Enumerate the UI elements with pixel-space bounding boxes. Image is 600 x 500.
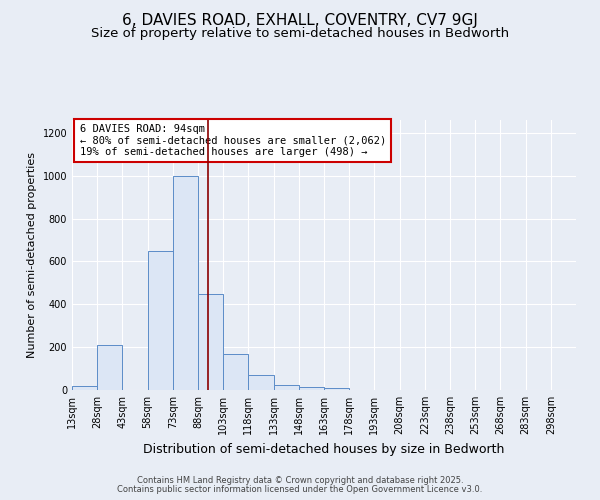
Bar — [148, 250, 173, 390]
Bar — [72, 386, 97, 390]
Text: 6, DAVIES ROAD, EXHALL, COVENTRY, CV7 9GJ: 6, DAVIES ROAD, EXHALL, COVENTRY, CV7 9G… — [122, 12, 478, 28]
Bar — [248, 375, 274, 390]
Text: Contains HM Land Registry data © Crown copyright and database right 2025.: Contains HM Land Registry data © Crown c… — [137, 476, 463, 485]
Text: 6 DAVIES ROAD: 94sqm
← 80% of semi-detached houses are smaller (2,062)
19% of se: 6 DAVIES ROAD: 94sqm ← 80% of semi-detac… — [80, 124, 386, 157]
Bar — [299, 387, 324, 390]
Bar — [223, 354, 248, 390]
Bar — [274, 384, 299, 390]
Text: Contains public sector information licensed under the Open Government Licence v3: Contains public sector information licen… — [118, 485, 482, 494]
Bar — [324, 388, 349, 390]
Bar — [97, 345, 122, 390]
Text: Size of property relative to semi-detached houses in Bedworth: Size of property relative to semi-detach… — [91, 28, 509, 40]
Bar — [173, 176, 198, 390]
Y-axis label: Number of semi-detached properties: Number of semi-detached properties — [27, 152, 37, 358]
Bar — [198, 294, 223, 390]
X-axis label: Distribution of semi-detached houses by size in Bedworth: Distribution of semi-detached houses by … — [143, 442, 505, 456]
